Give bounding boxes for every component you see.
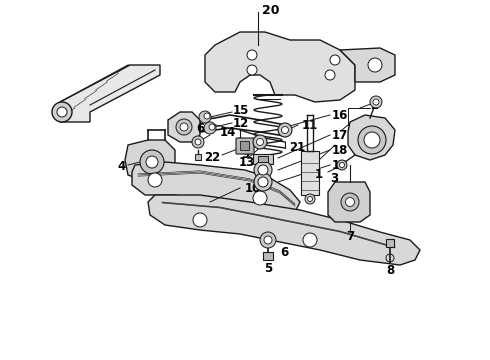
Text: 21: 21 — [289, 140, 305, 153]
Circle shape — [370, 96, 382, 108]
Text: 14: 14 — [220, 126, 236, 139]
Text: 5: 5 — [264, 261, 272, 275]
FancyBboxPatch shape — [301, 151, 319, 195]
Circle shape — [253, 191, 267, 205]
Polygon shape — [60, 65, 160, 122]
Text: 4: 4 — [118, 159, 126, 172]
Text: 17: 17 — [332, 129, 348, 141]
Circle shape — [199, 111, 211, 123]
Circle shape — [325, 70, 335, 80]
Circle shape — [176, 119, 192, 135]
Circle shape — [52, 102, 72, 122]
Text: 12: 12 — [233, 117, 249, 130]
Text: 9: 9 — [241, 148, 249, 161]
Circle shape — [340, 162, 344, 167]
Circle shape — [305, 194, 315, 204]
Text: 8: 8 — [386, 264, 394, 276]
Text: 6: 6 — [280, 246, 288, 258]
Polygon shape — [148, 195, 420, 265]
Circle shape — [209, 124, 215, 130]
Circle shape — [358, 126, 386, 154]
Circle shape — [281, 126, 289, 134]
Polygon shape — [168, 112, 200, 142]
FancyBboxPatch shape — [241, 141, 249, 150]
Circle shape — [364, 132, 380, 148]
Circle shape — [308, 197, 313, 202]
Circle shape — [373, 99, 379, 105]
Circle shape — [140, 150, 164, 174]
Circle shape — [193, 213, 207, 227]
Text: 7: 7 — [346, 230, 354, 243]
Text: 2: 2 — [370, 99, 378, 112]
Circle shape — [180, 123, 188, 131]
Circle shape — [258, 165, 268, 175]
FancyBboxPatch shape — [258, 156, 268, 162]
Text: 19: 19 — [332, 158, 348, 171]
Text: 3: 3 — [330, 171, 338, 185]
Circle shape — [258, 177, 268, 187]
Text: 18: 18 — [332, 144, 348, 157]
Polygon shape — [348, 115, 395, 160]
Circle shape — [247, 50, 257, 60]
Text: 20: 20 — [262, 4, 279, 17]
Circle shape — [368, 58, 382, 72]
FancyBboxPatch shape — [253, 154, 273, 164]
Circle shape — [330, 55, 340, 65]
FancyBboxPatch shape — [263, 252, 273, 260]
Circle shape — [254, 161, 272, 179]
Circle shape — [303, 233, 317, 247]
Polygon shape — [125, 140, 175, 182]
Text: 11: 11 — [302, 118, 318, 131]
Polygon shape — [205, 32, 355, 102]
Circle shape — [192, 136, 204, 148]
Circle shape — [341, 193, 359, 211]
Circle shape — [247, 65, 257, 75]
Text: 1: 1 — [315, 167, 323, 180]
Text: 16: 16 — [332, 108, 348, 122]
Text: 15: 15 — [233, 104, 249, 117]
Text: 22: 22 — [204, 150, 220, 163]
Polygon shape — [340, 48, 395, 82]
Circle shape — [264, 236, 272, 244]
Circle shape — [146, 156, 158, 168]
Text: 10: 10 — [245, 181, 261, 194]
Circle shape — [337, 160, 347, 170]
Circle shape — [256, 139, 264, 145]
FancyBboxPatch shape — [236, 138, 254, 154]
FancyBboxPatch shape — [195, 154, 201, 160]
Polygon shape — [132, 162, 300, 217]
Circle shape — [253, 135, 267, 149]
Circle shape — [204, 122, 216, 134]
Text: 13: 13 — [239, 156, 255, 168]
Polygon shape — [328, 182, 370, 222]
Circle shape — [204, 113, 210, 119]
Circle shape — [57, 107, 67, 117]
Circle shape — [278, 123, 292, 137]
Circle shape — [195, 139, 201, 145]
Circle shape — [345, 198, 354, 207]
Circle shape — [148, 173, 162, 187]
Circle shape — [260, 232, 276, 248]
Circle shape — [254, 173, 272, 191]
FancyBboxPatch shape — [386, 239, 394, 247]
Text: 6: 6 — [196, 122, 204, 135]
